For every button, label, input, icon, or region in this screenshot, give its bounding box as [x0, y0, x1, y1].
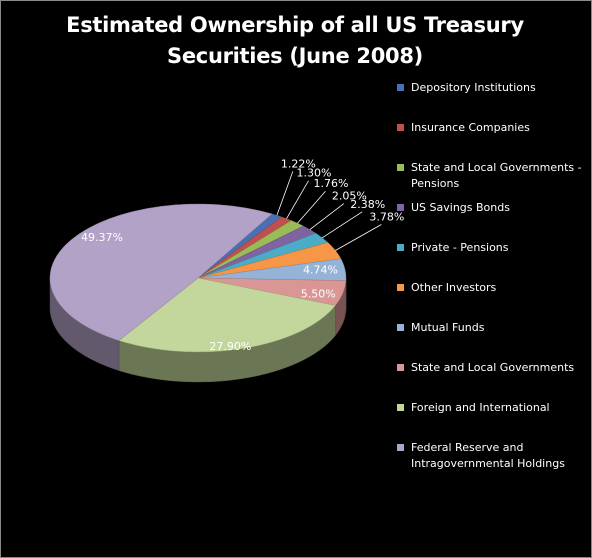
legend-swatch	[397, 324, 404, 331]
data-label: 49.37%	[81, 231, 123, 244]
legend-label: US Savings Bonds	[411, 201, 510, 214]
legend-swatch	[397, 84, 404, 91]
data-label: 2.05%	[332, 190, 367, 203]
leader-line	[335, 224, 382, 251]
data-label: 1.22%	[281, 157, 316, 170]
legend-label: Private - Pensions	[411, 241, 509, 254]
legend-label: Other Investors	[411, 281, 497, 294]
pie-slice	[118, 277, 336, 353]
legend-swatch	[397, 284, 404, 291]
leader-line	[276, 171, 294, 216]
leader-line	[322, 211, 363, 239]
legend-label: Federal Reserve and Intragovernmental Ho…	[411, 441, 565, 470]
legend-label: Mutual Funds	[411, 321, 485, 334]
data-label: 4.74%	[303, 264, 338, 277]
leader-line	[309, 203, 345, 230]
legend-swatch	[397, 164, 404, 171]
leader-line	[286, 180, 309, 219]
data-label: 5.50%	[301, 287, 336, 300]
data-label: 27.90%	[209, 340, 251, 353]
legend-label: Depository Institutions	[411, 81, 536, 94]
legend-swatch	[397, 244, 404, 251]
legend-swatch	[397, 364, 404, 371]
legend-swatch	[397, 124, 404, 131]
data-label: 1.76%	[313, 177, 348, 190]
data-label: 1.30%	[297, 167, 332, 180]
legend-swatch	[397, 444, 404, 451]
legend-swatch	[397, 404, 404, 411]
leader-line	[297, 190, 326, 224]
legend-swatch	[397, 204, 404, 211]
legend-label: Insurance Companies	[411, 121, 530, 134]
data-label: 2.38%	[350, 198, 385, 211]
chart-title: Estimated Ownership of all US Treasury S…	[66, 13, 524, 68]
pie-slice	[49, 203, 273, 341]
legend-label: State and Local Governments	[411, 361, 575, 374]
legend-label: State and Local Governments - Pensions	[411, 161, 582, 190]
data-label: 3.78%	[369, 210, 404, 223]
legend-label: Foreign and International	[411, 401, 550, 414]
